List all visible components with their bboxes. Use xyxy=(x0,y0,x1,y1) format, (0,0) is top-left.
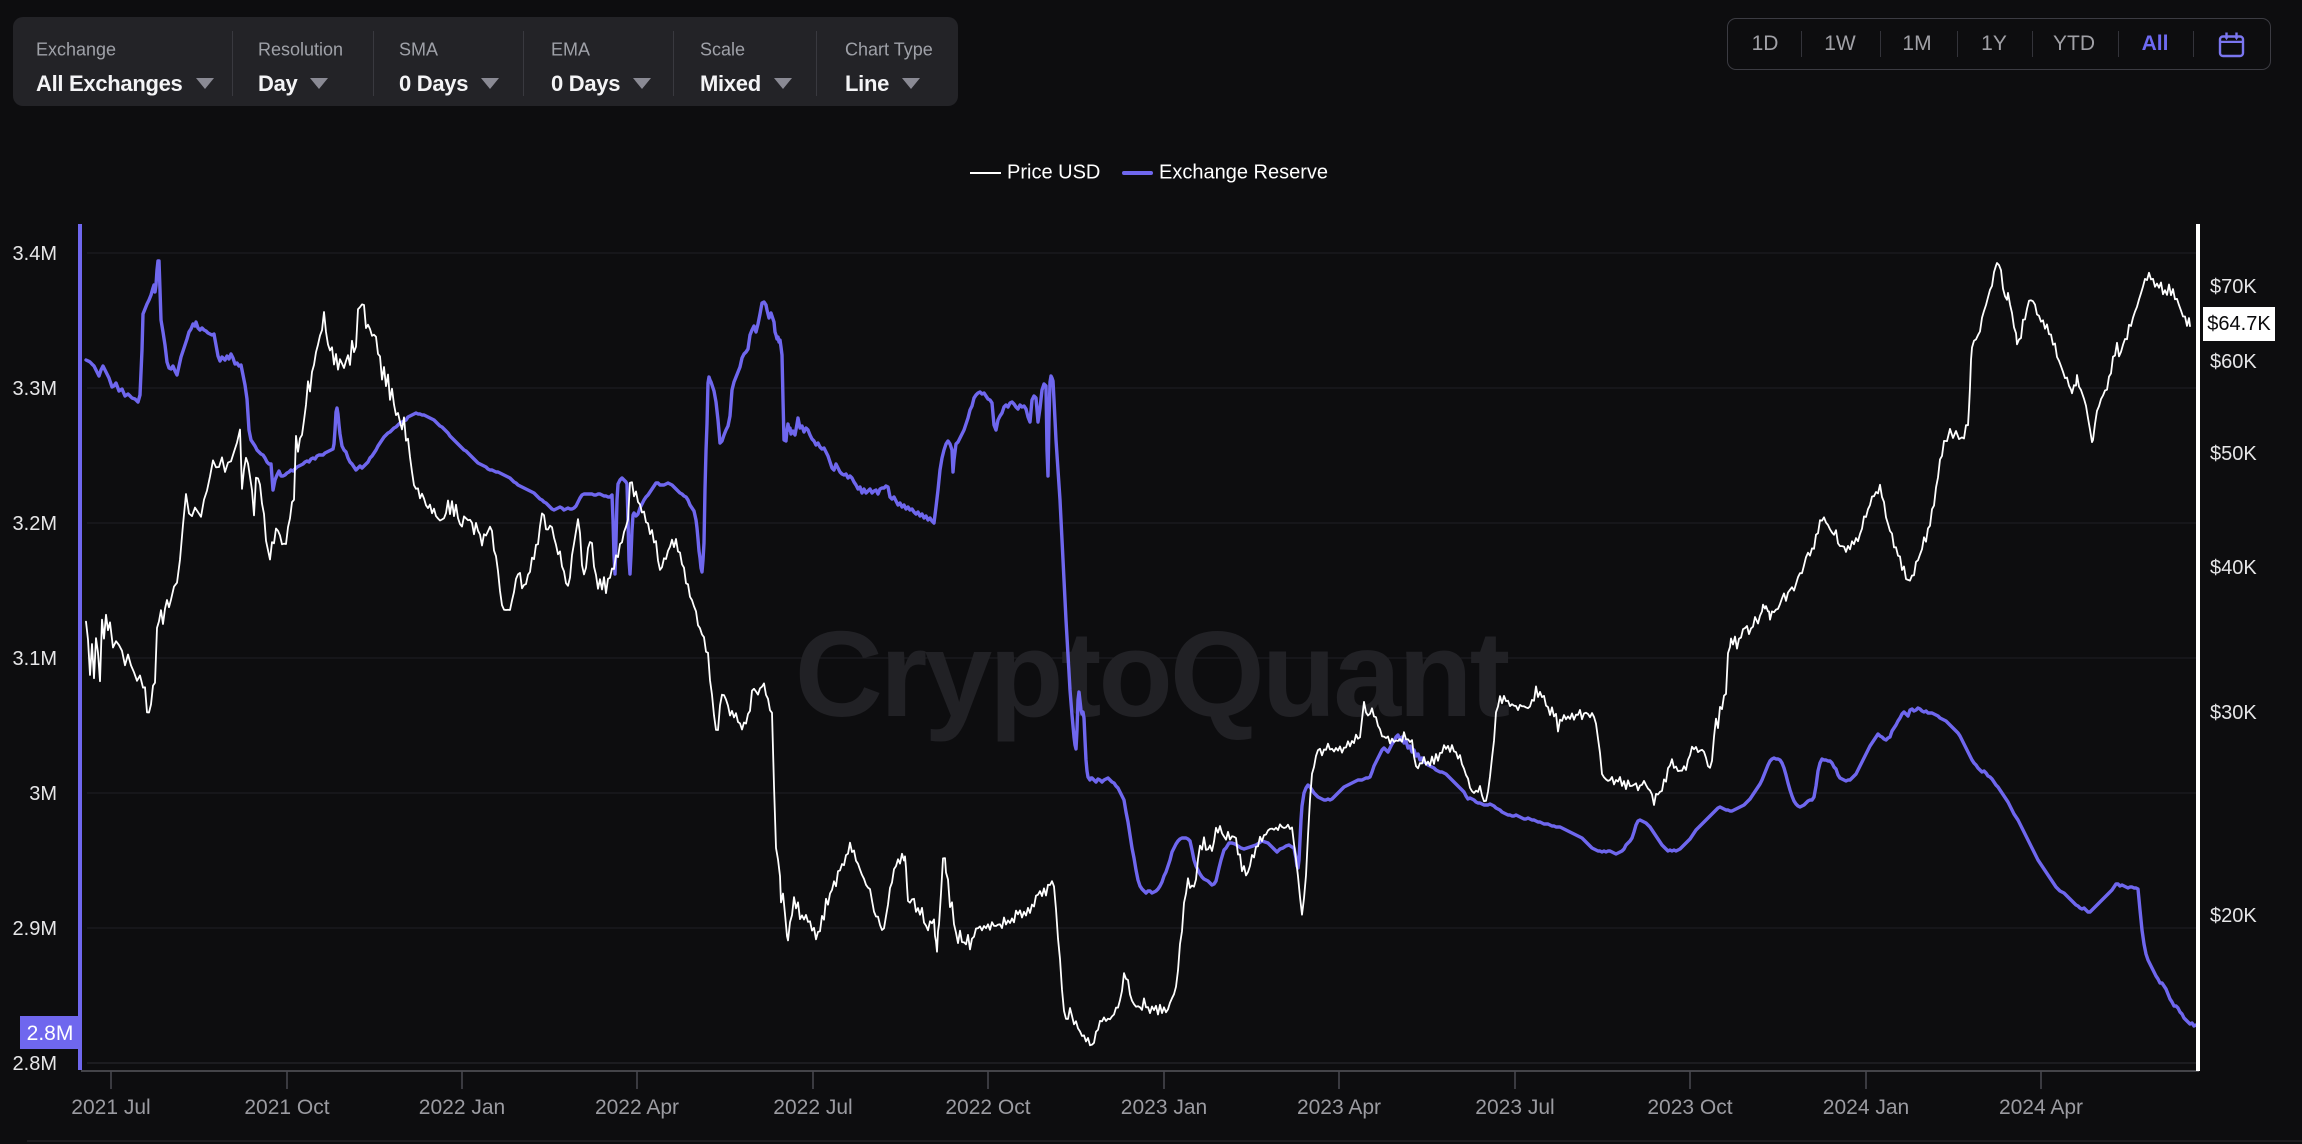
svg-text:3.1M: 3.1M xyxy=(13,648,57,670)
svg-text:$64.7K: $64.7K xyxy=(2207,313,2271,335)
svg-text:2022 Oct: 2022 Oct xyxy=(945,1096,1030,1119)
svg-text:2.8M: 2.8M xyxy=(13,1053,57,1075)
svg-text:$40K: $40K xyxy=(2210,557,2257,579)
svg-text:$60K: $60K xyxy=(2210,351,2257,373)
svg-text:2023 Jan: 2023 Jan xyxy=(1121,1096,1207,1119)
svg-text:$20K: $20K xyxy=(2210,905,2257,927)
svg-text:2022 Apr: 2022 Apr xyxy=(595,1096,679,1119)
svg-text:3.4M: 3.4M xyxy=(13,243,57,265)
svg-text:2023 Oct: 2023 Oct xyxy=(1647,1096,1732,1119)
svg-text:$70K: $70K xyxy=(2210,276,2257,298)
svg-text:2021 Jul: 2021 Jul xyxy=(71,1096,150,1119)
svg-text:2024 Apr: 2024 Apr xyxy=(1999,1096,2083,1119)
svg-text:2024 Jan: 2024 Jan xyxy=(1823,1096,1909,1119)
svg-text:3.3M: 3.3M xyxy=(13,378,57,400)
svg-text:2022 Jul: 2022 Jul xyxy=(773,1096,852,1119)
svg-text:2021 Oct: 2021 Oct xyxy=(244,1096,329,1119)
svg-text:2023 Apr: 2023 Apr xyxy=(1297,1096,1381,1119)
svg-text:$30K: $30K xyxy=(2210,702,2257,724)
svg-text:CryptoQuant: CryptoQuant xyxy=(795,606,1510,742)
svg-text:2.8M: 2.8M xyxy=(27,1022,74,1045)
svg-text:3M: 3M xyxy=(29,783,57,805)
svg-text:3.2M: 3.2M xyxy=(13,513,57,535)
svg-text:2023 Jul: 2023 Jul xyxy=(1475,1096,1554,1119)
svg-text:2.9M: 2.9M xyxy=(13,918,57,940)
svg-text:$50K: $50K xyxy=(2210,443,2257,465)
svg-text:2022 Jan: 2022 Jan xyxy=(419,1096,505,1119)
